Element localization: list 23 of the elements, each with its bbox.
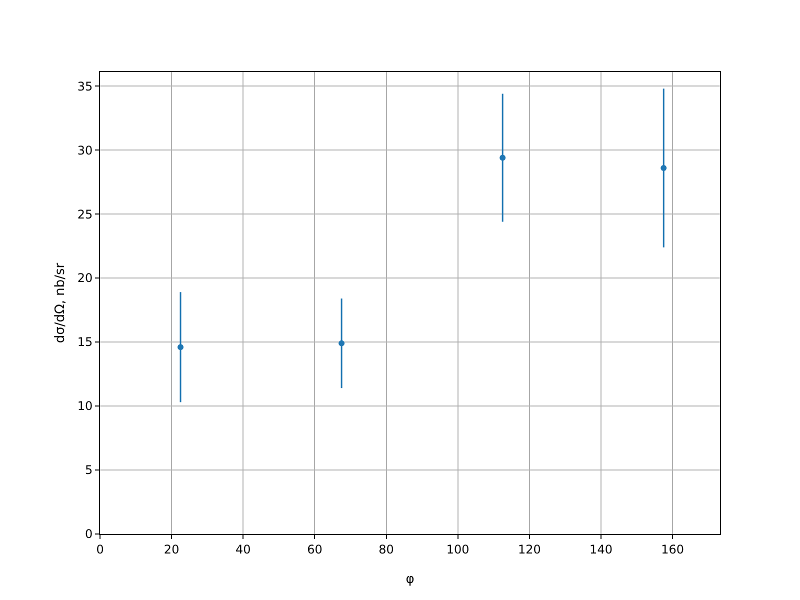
x-tick-label: 100 (446, 542, 470, 556)
point (500, 154, 506, 161)
y-tick-label: 20 (77, 271, 93, 286)
x-tick-label: 80 (378, 542, 394, 556)
x-tick-label: 140 (590, 542, 612, 556)
y-tick-label: 0 (84, 527, 93, 542)
x-tick-label: 0 (96, 542, 104, 556)
y-tick-label: 5 (84, 463, 93, 478)
y-tick-label: 30 (77, 143, 93, 158)
x-tick-label: 160 (661, 542, 684, 556)
x-tick-label: 60 (307, 542, 322, 556)
y-axis-title: dσ/dΩ, nb/sr (53, 262, 68, 344)
x-tick-label: 120 (518, 542, 541, 556)
y-tick-label: 25 (77, 207, 93, 222)
x-axis-title: φ (406, 572, 414, 587)
y-tick-label: 15 (77, 335, 93, 350)
point (338, 340, 345, 346)
y-tick-label: 35 (77, 79, 93, 94)
y-tick-label: 10 (77, 399, 93, 414)
point (660, 164, 667, 171)
point (178, 344, 184, 350)
x-tick-label: 20 (164, 542, 180, 556)
x-tick-label: 40 (236, 542, 251, 556)
